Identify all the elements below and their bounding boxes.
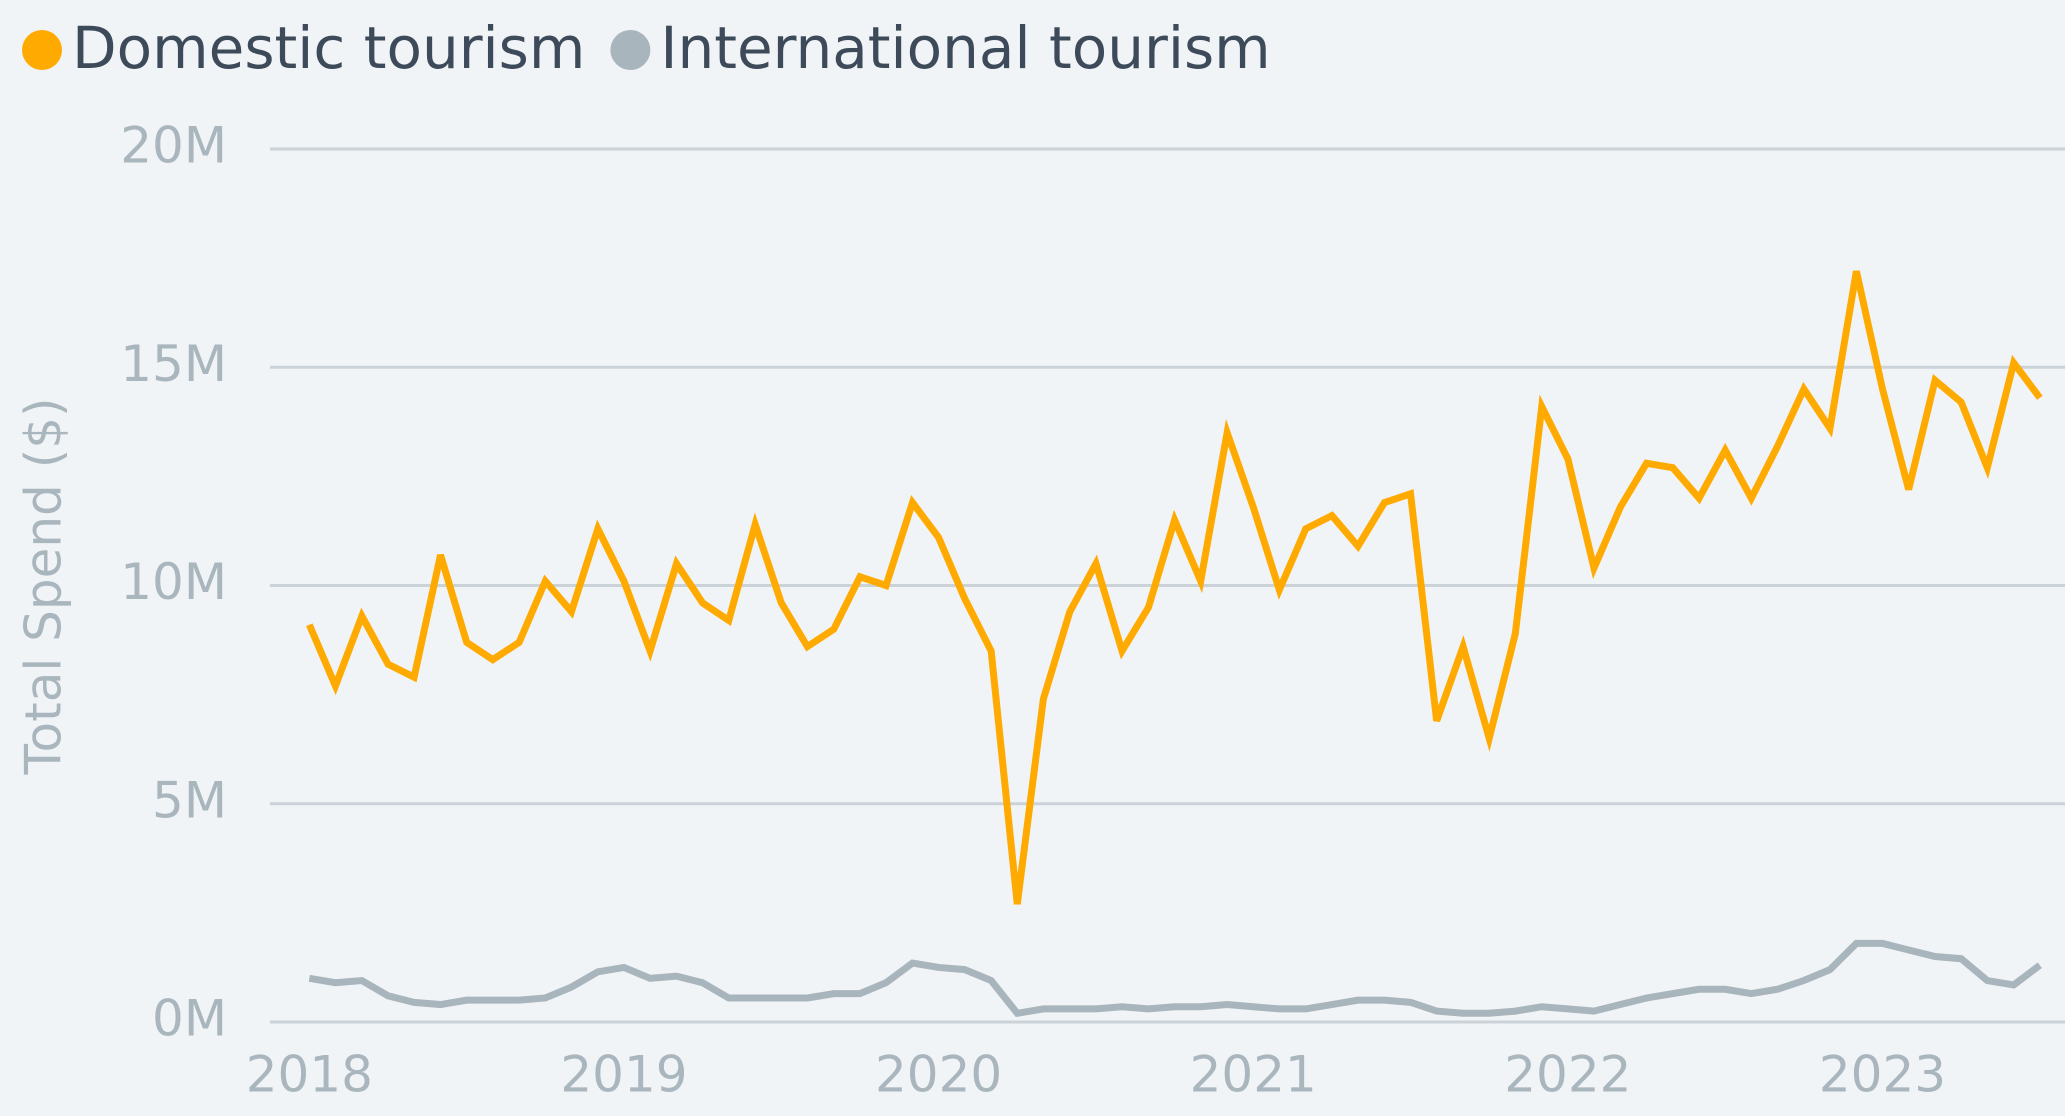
y-axis-title: Total Spend ($) — [15, 397, 73, 775]
x-tick-label: 2019 — [560, 1046, 687, 1104]
line — [308, 939, 2042, 1018]
x-tick-label: 2020 — [875, 1046, 1002, 1104]
y-tick-label: 15M — [120, 335, 227, 393]
y-tick-label: 0M — [152, 990, 227, 1048]
y-tick-label: 5M — [152, 771, 227, 829]
legend-label: Domestic tourism — [72, 14, 585, 82]
y-tick-label: 20M — [120, 117, 227, 175]
legend-label: International tourism — [660, 14, 1270, 82]
line — [306, 270, 2043, 905]
legend-marker — [610, 30, 651, 70]
x-tick-label: 2021 — [1190, 1046, 1317, 1104]
x-tick-label: 2023 — [1819, 1046, 1946, 1104]
x-tick-label: 2018 — [246, 1046, 373, 1104]
y-tick-label: 10M — [120, 553, 227, 611]
legend-marker — [22, 30, 62, 70]
x-tick-label: 2022 — [1504, 1046, 1631, 1104]
